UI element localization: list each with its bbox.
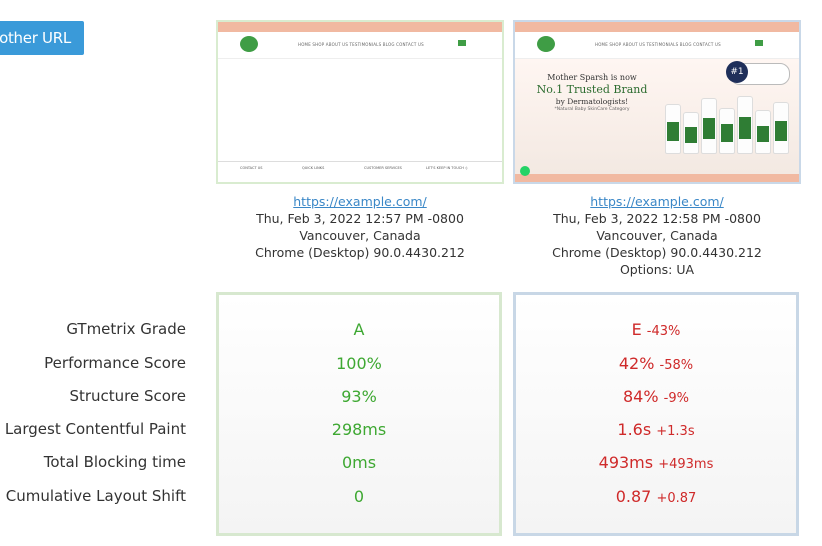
structure-diff: -9% (663, 391, 689, 406)
footer-col-keep-in-touch: LET'S KEEP IN TOUCH :) (426, 166, 468, 170)
metrics-panel-left: A 100% 93% 298ms 0ms 0 (216, 292, 502, 536)
label-lcp: Largest Contentful Paint (4, 420, 186, 438)
number-one-badge: #1 (726, 61, 748, 83)
tbt-value: 493ms (598, 453, 654, 472)
grade-value: E (631, 320, 642, 339)
lcp-diff: +1.3s (656, 424, 695, 439)
product-bottle (683, 112, 699, 154)
structure-value: 93% (341, 387, 377, 406)
screenshot-thumbnail-left[interactable]: HOME SHOP ABOUT US TESTIMONIALS BLOG CON… (216, 20, 504, 184)
tbt-diff: +493ms (658, 457, 714, 472)
thumbnail-cart-icon (458, 40, 466, 46)
whatsapp-icon (520, 166, 530, 176)
thumbnail-nav-links: HOME SHOP ABOUT US TESTIMONIALS BLOG CON… (595, 42, 721, 47)
thumbnail-nav: HOME SHOP ABOUT US TESTIMONIALS BLOG CON… (218, 32, 502, 59)
report-meta-right: https://example.com/ Thu, Feb 3, 2022 12… (507, 193, 807, 278)
thumbnail-logo (537, 36, 555, 52)
report-options: Options: UA (619, 262, 695, 277)
report-browser: Chrome (Desktop) 90.0.4430.212 (552, 245, 762, 260)
label-tbt: Total Blocking time (43, 453, 186, 471)
cls-value: 0 (353, 487, 365, 506)
thumbnail-footer: CONTACT US QUICK LINKS CUSTOMER SERVICES… (218, 161, 502, 182)
report-datetime: Thu, Feb 3, 2022 12:58 PM -0800 (553, 211, 761, 226)
thumbnail-topbar (218, 22, 502, 32)
product-bottle (701, 98, 717, 154)
footer-col-contact: CONTACT US (240, 166, 263, 170)
hero-line-3: by Dermatologists! (555, 97, 629, 106)
structure-row: 84% -9% (516, 387, 796, 406)
footer-col-customer-services: CUSTOMER SERVICES (364, 166, 402, 170)
other-url-button[interactable]: other URL (0, 21, 84, 55)
screenshot-thumbnail-right[interactable]: HOME SHOP ABOUT US TESTIMONIALS BLOG CON… (513, 20, 801, 184)
tbt-row: 493ms +493ms (516, 453, 796, 472)
thumbnail-nav-links: HOME SHOP ABOUT US TESTIMONIALS BLOG CON… (298, 42, 424, 47)
report-url-link[interactable]: https://example.com/ (293, 194, 427, 209)
grade-row: E -43% (516, 320, 796, 339)
thumbnail-topbar (515, 22, 799, 32)
product-bottle (665, 104, 681, 154)
cls-diff: +0.87 (656, 491, 697, 506)
grade-value: A (353, 320, 365, 339)
product-bottle (755, 110, 771, 154)
tbt-value: 0ms (341, 453, 377, 472)
thumbnail-bottom-bar (515, 174, 799, 182)
thumbnail-cart-icon (755, 40, 763, 46)
label-gtmetrix-grade: GTmetrix Grade (66, 320, 186, 338)
lcp-value: 1.6s (617, 420, 652, 439)
performance-value: 100% (336, 354, 382, 373)
thumbnail-hero-banner: Mother Sparsh is now No.1 Trusted Brand … (515, 59, 799, 174)
metrics-panel-right: E -43% 42% -58% 84% -9% 1.6s +1.3s 493ms… (513, 292, 799, 536)
label-cls: Cumulative Layout Shift (5, 487, 186, 505)
thumbnail-nav: HOME SHOP ABOUT US TESTIMONIALS BLOG CON… (515, 32, 799, 59)
product-bottle (737, 96, 753, 154)
structure-value: 84% (623, 387, 659, 406)
grade-diff: -43% (646, 324, 681, 339)
lcp-value: 298ms (331, 420, 387, 439)
product-bottle (773, 102, 789, 154)
cls-value: 0.87 (615, 487, 652, 506)
cls-row: 0.87 +0.87 (516, 487, 796, 506)
report-url-link[interactable]: https://example.com/ (590, 194, 724, 209)
footer-col-quick-links: QUICK LINKS (302, 166, 325, 170)
label-structure-score: Structure Score (69, 387, 186, 405)
product-bottle (719, 108, 735, 154)
thumbnail-logo (240, 36, 258, 52)
report-location: Vancouver, Canada (299, 228, 421, 243)
hero-line-2: No.1 Trusted Brand (536, 83, 648, 96)
performance-diff: -58% (659, 358, 694, 373)
report-browser: Chrome (Desktop) 90.0.4430.212 (255, 245, 465, 260)
lcp-row: 1.6s +1.3s (516, 420, 796, 439)
performance-row: 42% -58% (516, 354, 796, 373)
report-location: Vancouver, Canada (596, 228, 718, 243)
label-performance-score: Performance Score (44, 354, 186, 372)
hero-line-1: Mother Sparsh is now (547, 73, 637, 82)
hero-line-4: *Natural Baby SkinCare Category (554, 107, 630, 112)
performance-value: 42% (618, 354, 655, 373)
report-datetime: Thu, Feb 3, 2022 12:57 PM -0800 (256, 211, 464, 226)
report-meta-left: https://example.com/ Thu, Feb 3, 2022 12… (210, 193, 510, 261)
